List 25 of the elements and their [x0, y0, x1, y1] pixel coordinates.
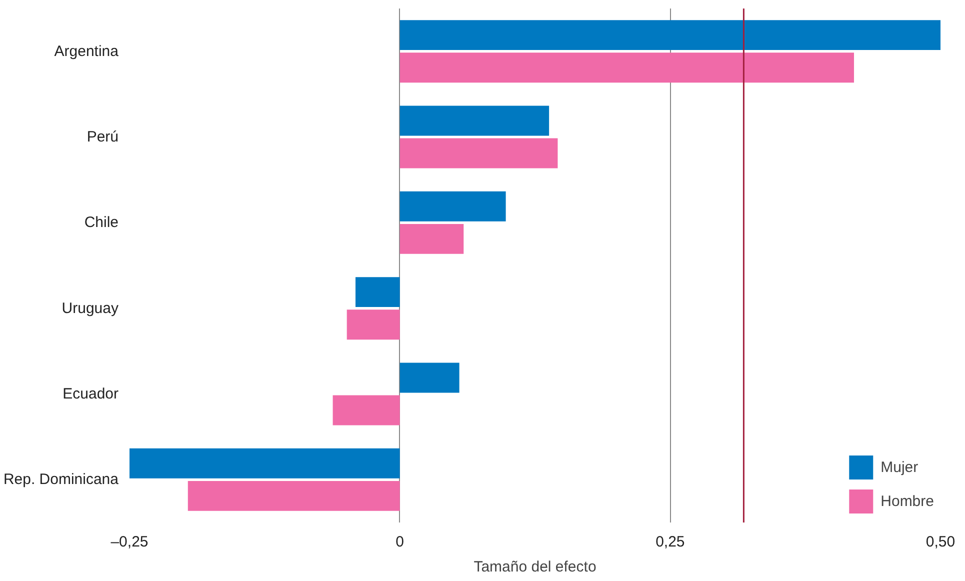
- bar: [346, 310, 400, 340]
- bar: [400, 52, 854, 83]
- y-tick-label: Rep. Dominicana: [3, 471, 120, 488]
- x-axis-title: Tamaño del efecto: [474, 558, 596, 576]
- bar: [400, 362, 460, 393]
- y-tick-label: Chile: [84, 214, 119, 232]
- bar: [400, 106, 550, 136]
- bar: [400, 191, 506, 222]
- bar: [400, 20, 940, 50]
- y-tick-label: Argentina: [54, 42, 120, 60]
- bar: [332, 395, 400, 426]
- legend-label: Hombre: [880, 492, 934, 510]
- bar: [400, 224, 464, 254]
- x-tick-label: 0,25: [656, 534, 685, 550]
- x-tick-label: 0: [396, 534, 404, 550]
- y-tick-label: Uruguay: [62, 300, 119, 317]
- y-tick-label: Perú: [86, 128, 119, 146]
- bar: [400, 138, 558, 168]
- bar: [356, 277, 400, 308]
- bar: [130, 448, 400, 478]
- y-tick-label: Ecuador: [62, 386, 119, 402]
- legend-label: Mujer: [880, 458, 918, 476]
- x-tick-label: 0,50: [926, 534, 956, 550]
- bar: [188, 480, 400, 511]
- x-tick-label: –0,25: [110, 534, 148, 550]
